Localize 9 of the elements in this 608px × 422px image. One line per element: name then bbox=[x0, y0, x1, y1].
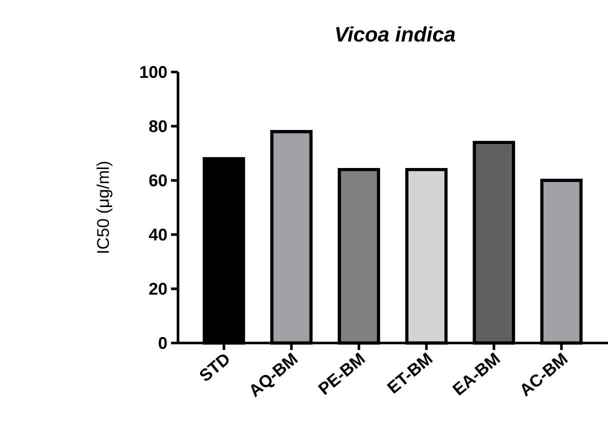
y-tick-label: 20 bbox=[149, 282, 167, 295]
y-tick-label: 40 bbox=[148, 228, 167, 241]
chart-title: Vicoa indica bbox=[336, 26, 456, 42]
y-tick-label: 60 bbox=[149, 174, 167, 186]
y-tick-label: 100 bbox=[140, 66, 167, 78]
y-tick-label: 80 bbox=[149, 120, 167, 132]
y-axis-title: IC50 (μg/ml) bbox=[96, 162, 112, 253]
x-tick-label: STD bbox=[200, 354, 229, 381]
y-tick-label: 0 bbox=[158, 337, 167, 349]
